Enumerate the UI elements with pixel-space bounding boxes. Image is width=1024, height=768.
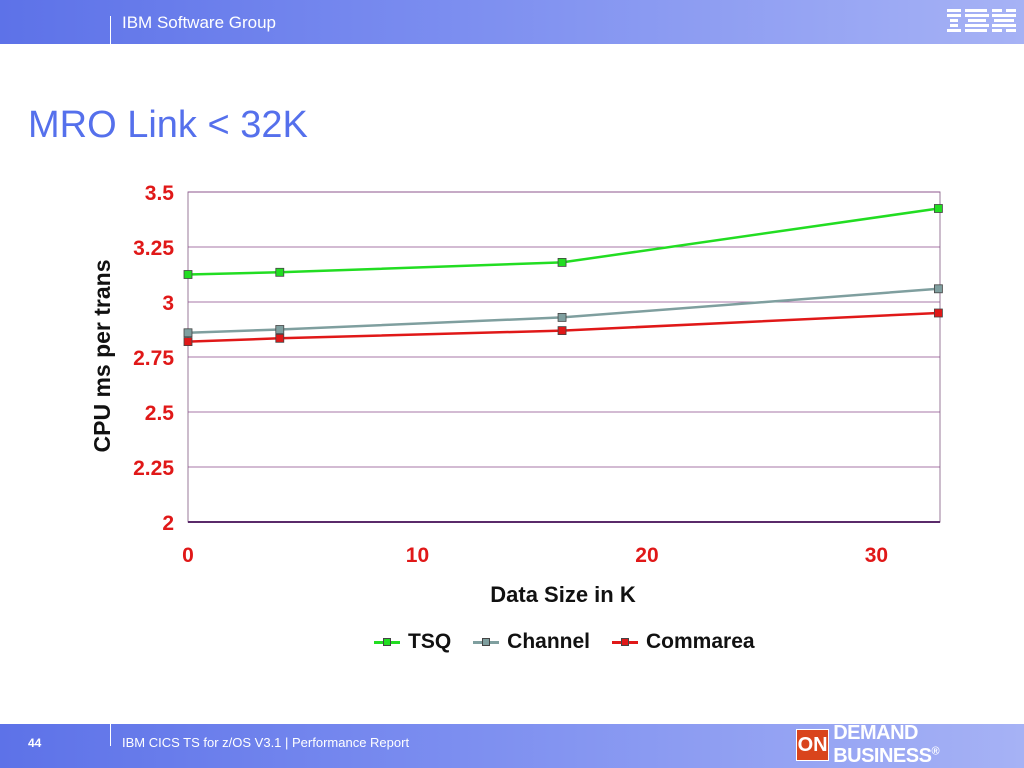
data-point-channel bbox=[183, 328, 193, 338]
x-tick-label: 10 bbox=[406, 544, 429, 567]
data-point-tsq bbox=[183, 270, 193, 279]
data-point-commarea bbox=[933, 308, 943, 318]
series-line-tsq bbox=[187, 207, 939, 276]
data-point-channel bbox=[275, 325, 285, 334]
on-demand-business-logo: ON DEMAND BUSINESS® bbox=[796, 722, 1024, 767]
data-point-tsq bbox=[557, 258, 567, 267]
legend-label: Channel bbox=[507, 630, 591, 653]
x-axis-label: Data Size in K bbox=[490, 582, 636, 607]
legend-item-commarea: Commarea bbox=[612, 630, 755, 654]
x-tick-label: 0 bbox=[182, 544, 194, 567]
chart-legend: TSQ Channel Commarea bbox=[374, 628, 777, 656]
y-tick-label: 2 bbox=[162, 512, 174, 535]
x-tick-label: 30 bbox=[865, 544, 888, 567]
data-point-channel bbox=[557, 312, 567, 322]
legend-label: Commarea bbox=[646, 630, 755, 653]
series-line-channel bbox=[187, 287, 939, 335]
on-badge: ON bbox=[796, 729, 830, 761]
y-tick-label: 3 bbox=[162, 292, 174, 315]
legend-swatch bbox=[473, 636, 500, 648]
x-tick-label: 20 bbox=[635, 544, 658, 567]
ibm-logo bbox=[947, 9, 1016, 32]
legend-item-channel: Channel bbox=[473, 630, 590, 654]
chart-svg: 2 2.25 2.5 2.75 3 3.25 3.5 0 10 20 30 Data Size in … bbox=[89, 182, 943, 607]
data-point-commarea bbox=[557, 326, 567, 336]
data-point-commarea bbox=[275, 333, 285, 343]
legend-swatch bbox=[374, 636, 400, 648]
data-point-tsq bbox=[933, 204, 943, 213]
y-tick-label: 3.25 bbox=[133, 237, 174, 260]
header-group-name: IBM Software Group bbox=[122, 13, 277, 32]
demand-business-text: DEMAND BUSINESS® bbox=[833, 722, 940, 767]
legend-label: TSQ bbox=[408, 630, 452, 653]
slide-title: MRO Link < 32K bbox=[28, 104, 308, 146]
data-point-commarea bbox=[183, 337, 193, 347]
data-point-channel bbox=[933, 284, 943, 294]
footer-divider bbox=[110, 724, 111, 746]
header-bar: IBM Software Group bbox=[0, 0, 1024, 44]
y-tick-label: 3.5 bbox=[145, 182, 175, 205]
y-tick-label: 2.75 bbox=[133, 347, 174, 370]
y-tick-label: 2.5 bbox=[145, 402, 175, 425]
footer-text: IBM CICS TS for z/OS V3.1 | Performance … bbox=[122, 735, 410, 750]
header-divider bbox=[110, 16, 111, 44]
legend-item-tsq: TSQ bbox=[374, 630, 451, 654]
y-tick-label: 2.25 bbox=[133, 457, 174, 480]
line-chart: 2 2.25 2.5 2.75 3 3.25 3.5 0 10 20 30 Data Size in … bbox=[0, 170, 1024, 670]
page-number: 44 bbox=[28, 736, 42, 750]
footer-bar: 44 IBM CICS TS for z/OS V3.1 | Performan… bbox=[0, 722, 1024, 768]
data-point-tsq bbox=[275, 267, 285, 277]
y-axis-label: CPU ms per trans bbox=[89, 259, 115, 452]
series-line-commarea bbox=[187, 311, 939, 343]
legend-swatch bbox=[612, 636, 639, 648]
